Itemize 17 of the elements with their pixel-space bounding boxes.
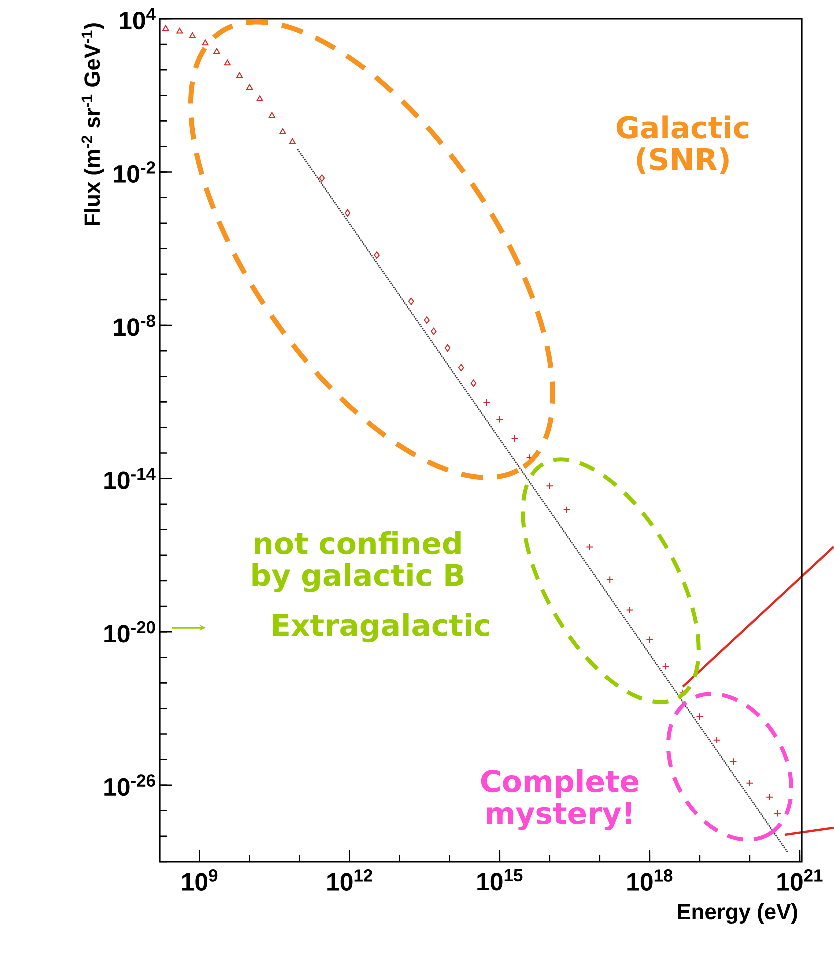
y-tick-label: 10$^{4}$ (120, 8, 156, 30)
y-tick-label: 10$^{-14}$ (104, 468, 156, 490)
y-tick-label: 10$^{-26}$ (104, 774, 156, 796)
x-tick-label: 10$^{18}$ (628, 870, 673, 891)
y-tick-label: 10$^{-8}$ (114, 314, 156, 336)
x-tick-label: 10$^{12}$ (328, 870, 372, 891)
annotation: Extragalactic (273, 613, 490, 643)
y-axis-title: Flux (m$^{-2}$ sr$^{-1}$ GeV$^{-1}$) (82, 24, 104, 226)
annotation: Complete mystery! (481, 769, 639, 831)
annotation: Galactic (SNR) (616, 116, 749, 174)
y-tick-label: 10$^{-20}$ (104, 621, 156, 643)
x-tick-label: 10$^{15}$ (478, 870, 523, 891)
y-tick-label: 10$^{-2}$ (114, 162, 156, 183)
annotation: not confined by galactic B (252, 531, 464, 593)
x-tick-label: 10$^{21}$ (778, 870, 823, 891)
x-tick-label: 10$^{9}$ (182, 870, 218, 891)
x-axis-title: Energy (eV) (678, 904, 798, 924)
